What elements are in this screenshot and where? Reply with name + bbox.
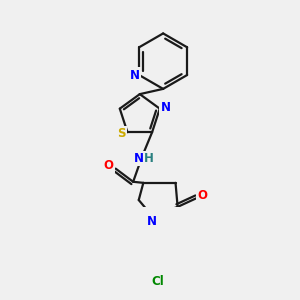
Text: O: O <box>197 189 207 202</box>
Text: S: S <box>117 127 126 140</box>
Text: N: N <box>130 68 140 82</box>
Text: N: N <box>147 215 157 229</box>
Text: H: H <box>144 152 154 165</box>
Text: Cl: Cl <box>151 274 164 288</box>
Text: N: N <box>134 152 144 165</box>
Text: N: N <box>160 101 171 114</box>
Text: O: O <box>103 159 113 172</box>
